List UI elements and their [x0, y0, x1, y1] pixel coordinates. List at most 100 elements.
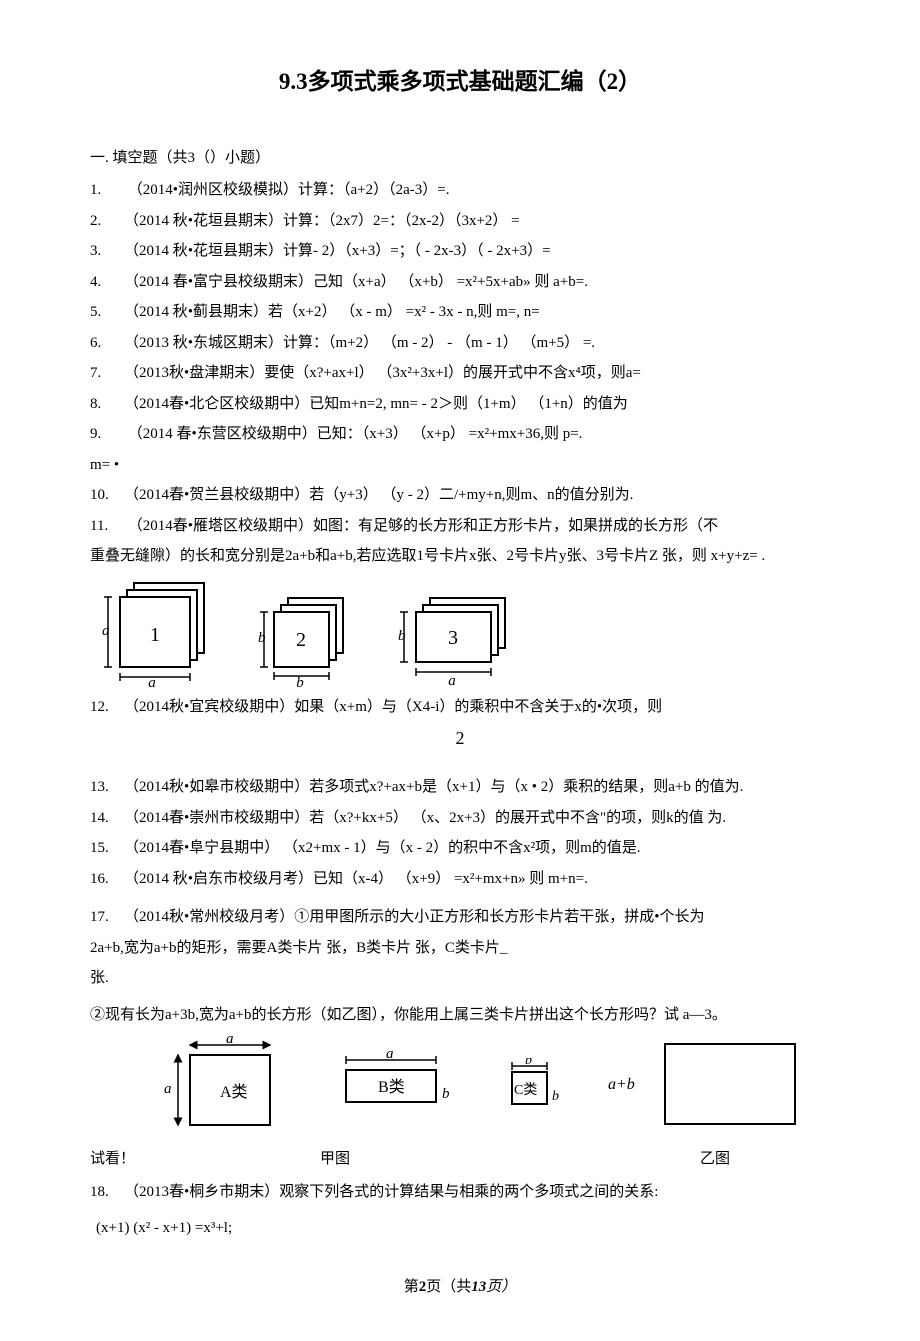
q-text: （2014•润州区校级模拟）计算：（a+2）（2a-3）=.: [128, 182, 450, 198]
question-8: 8.（2014春•北仑区校级期中）已知m+n=2, mn= - 2＞则（1+m）…: [90, 390, 830, 419]
svg-text:b: b: [525, 1058, 532, 1068]
q-text: （2014 秋•花垣县期末）计算：（2x7）2=：（2x-2）（3x+2） =: [124, 213, 520, 229]
card-b-icon: a B类 b: [326, 1050, 466, 1120]
q-text: （2014 秋•蓟县期末）若（x+2） （x - m） =x² - 3x - n…: [124, 304, 540, 320]
qnum: 2.: [90, 207, 124, 236]
qnum: 16.: [90, 865, 124, 894]
svg-text:a: a: [226, 1035, 234, 1047]
question-18b: (x+1) (x² - x+1) =x³+l;: [96, 1214, 830, 1243]
q-text: （2014 秋•启东市校级月考）已知（x-4） （x+9） =x²+mx+n» …: [124, 871, 588, 887]
q-text: （2014春•雁塔区校级期中）如图：有足够的长方形和正方形卡片，如果拼成的长方形…: [128, 518, 718, 534]
footer-pre: 第: [404, 1279, 419, 1295]
question-17c: 张.: [90, 964, 830, 993]
qnum: 7.: [90, 359, 124, 388]
qnum: 12.: [90, 693, 124, 722]
svg-text:a: a: [386, 1050, 394, 1062]
qnum: 17.: [90, 903, 124, 932]
question-13: 13.（2014秋•如皋市校级期中）若多项式x?+ax+b是（x+1）与（x •…: [90, 773, 830, 802]
page-footer: 第2页（共13页）: [90, 1273, 830, 1302]
figure-caption-row: 试看！ 甲图 乙图: [90, 1145, 830, 1174]
question-2: 2.（2014 秋•花垣县期末）计算：（2x7）2=：（2x-2）（3x+2） …: [90, 207, 830, 236]
card2-icon: b 2 b: [250, 592, 360, 687]
question-16: 16.（2014 秋•启东市校级月考）已知（x-4） （x+9） =x²+mx+…: [90, 865, 830, 894]
question-3: 3.（2014 秋•花垣县期末）计算- 2）（x+3）=；（ - 2x-3）（ …: [90, 237, 830, 266]
question-1: 1. （2014•润州区校级模拟）计算：（a+2）（2a-3）=.: [90, 176, 830, 205]
ab-label: a+b: [608, 1070, 635, 1100]
q-text: （2014 春•东营区校级期中）已知：（x+3） （x+p） =x²+mx+36…: [128, 426, 583, 442]
svg-text:2: 2: [296, 629, 306, 651]
question-17a: 17.（2014秋•常州校级月考）①用甲图所示的大小正方形和长方形卡片若干张，拼…: [90, 903, 830, 932]
figure-abc-row: A类 a a a B类 b b C类 b a+b: [90, 1035, 830, 1135]
q-text: （2014春•北仑区校级期中）已知m+n=2, mn= - 2＞则（1+m） （…: [124, 396, 628, 412]
svg-text:B类: B类: [378, 1078, 405, 1096]
q-text: （2014秋•如皋市校级期中）若多项式x?+ax+b是（x+1）与（x • 2）…: [124, 779, 743, 795]
question-17b: 2a+b,宽为a+b的矩形，需要A类卡片 张，B类卡片 张，C类卡片_: [90, 934, 830, 963]
question-9: 9. （2014 春•东营区校级期中）已知：（x+3） （x+p） =x²+mx…: [90, 420, 830, 449]
qnum: 14.: [90, 804, 124, 833]
card-c-icon: b C类 b: [492, 1058, 582, 1113]
qnum: 6.: [90, 329, 124, 358]
question-11a: 11. （2014春•雁塔区校级期中）如图：有足够的长方形和正方形卡片，如果拼成…: [90, 512, 830, 541]
q12-fraction: 2: [90, 721, 830, 755]
qnum: 4.: [90, 268, 124, 297]
svg-text:3: 3: [448, 627, 458, 649]
svg-text:a: a: [448, 673, 456, 687]
svg-text:A类: A类: [220, 1083, 248, 1101]
svg-text:a: a: [164, 1081, 172, 1097]
qnum: 11.: [90, 512, 124, 541]
m-equals-line: m= •: [90, 451, 830, 480]
question-10: 10.（2014春•贺兰县校级期中）若（y+3） （y - 2）二/+my+n,…: [90, 481, 830, 510]
q-text: （2014春•贺兰县校级期中）若（y+3） （y - 2）二/+my+n,则m、…: [124, 487, 633, 503]
svg-text:b: b: [552, 1089, 559, 1104]
q-text: （2014 秋•花垣县期末）计算- 2）（x+3）=；（ - 2x-3）（ - …: [124, 243, 551, 259]
figure-cards-row: a 1 a b 2 b: [90, 577, 830, 687]
caption-left: 试看！: [90, 1145, 320, 1174]
svg-text:a: a: [148, 675, 156, 687]
q-text: （2014秋•常州校级月考）①用甲图所示的大小正方形和长方形卡片若干张，拼成•个…: [124, 909, 705, 925]
card3-icon: b 3 a: [390, 592, 520, 687]
qnum: 5.: [90, 298, 124, 327]
caption-right: 乙图: [700, 1145, 830, 1174]
svg-text:1: 1: [150, 624, 160, 646]
question-12: 12.（2014秋•宜宾校级期中）如果（x+m）与（X4-i）的乘积中不含关于x…: [90, 693, 830, 722]
question-14: 14.（2014春•崇州市校级期中）若（x?+kx+5） （x、2x+3）的展开…: [90, 804, 830, 833]
qnum: 3.: [90, 237, 124, 266]
footer-post: 页）: [486, 1279, 516, 1295]
footer-mid: 页（共: [426, 1279, 471, 1295]
qnum: 9.: [90, 420, 124, 449]
qnum: 18.: [90, 1178, 124, 1207]
q-text: （2014春•阜宁县期中） （x2+mx - 1）与（x - 2）的积中不含x²…: [124, 840, 641, 856]
question-17d: ②现有长为a+3b,宽为a+b的长方形（如乙图），你能用上属三类卡片拼出这个长方…: [90, 1001, 830, 1030]
q-text: （2014春•崇州市校级期中）若（x?+kx+5） （x、2x+3）的展开式中不…: [124, 810, 726, 826]
qnum: 13.: [90, 773, 124, 802]
question-5: 5.（2014 秋•蓟县期末）若（x+2） （x - m） =x² - 3x -…: [90, 298, 830, 327]
qnum: 8.: [90, 390, 124, 419]
card1-icon: a 1 a: [90, 577, 220, 687]
svg-text:C类: C类: [514, 1082, 537, 1098]
svg-text:b: b: [296, 675, 304, 687]
qnum: 1.: [90, 176, 124, 205]
q-text: （2014秋•宜宾校级期中）如果（x+m）与（X4-i）的乘积中不含关于x的•次…: [124, 699, 662, 715]
qnum: 15.: [90, 834, 124, 863]
q-text: （2014 春•富宁县校级期末）己知（x+a） （x+b） =x²+5x+ab»…: [124, 274, 588, 290]
rect-yi-icon: [661, 1040, 801, 1130]
svg-text:b: b: [258, 630, 266, 646]
q-text: （2013春•桐乡市期末）观察下列各式的计算结果与相乘的两个多项式之间的关系:: [124, 1184, 658, 1200]
question-11b: 重叠无缝隙）的长和宽分别是2a+b和a+b,若应选取1号卡片x张、2号卡片y张、…: [90, 542, 830, 571]
caption-mid: 甲图: [320, 1145, 700, 1174]
section-heading: 一. 填空题（共3（）小题）: [90, 144, 830, 173]
card-a-icon: A类 a a: [150, 1035, 300, 1135]
document-page: 9.3多项式乘多项式基础题汇编（2） 一. 填空题（共3（）小题） 1. （20…: [0, 0, 920, 1341]
question-6: 6.（2013 秋•东城区期末）计算：（m+2） （m - 2） - （m - …: [90, 329, 830, 358]
question-15: 15.（2014春•阜宁县期中） （x2+mx - 1）与（x - 2）的积中不…: [90, 834, 830, 863]
page-title: 9.3多项式乘多项式基础题汇编（2）: [90, 60, 830, 104]
svg-text:b: b: [398, 628, 406, 644]
qnum: 10.: [90, 481, 124, 510]
question-18a: 18.（2013春•桐乡市期末）观察下列各式的计算结果与相乘的两个多项式之间的关…: [90, 1178, 830, 1207]
footer-total: 13: [471, 1279, 486, 1295]
svg-text:b: b: [442, 1086, 450, 1102]
question-7: 7.（2013秋•盘津期末）要使（x?+ax+l） （3x²+3x+l）的展开式…: [90, 359, 830, 388]
q-text: （2013秋•盘津期末）要使（x?+ax+l） （3x²+3x+l）的展开式中不…: [124, 365, 641, 381]
q-text: （2013 秋•东城区期末）计算：（m+2） （m - 2） - （m - 1）…: [124, 335, 595, 351]
question-4: 4.（2014 春•富宁县校级期末）己知（x+a） （x+b） =x²+5x+a…: [90, 268, 830, 297]
